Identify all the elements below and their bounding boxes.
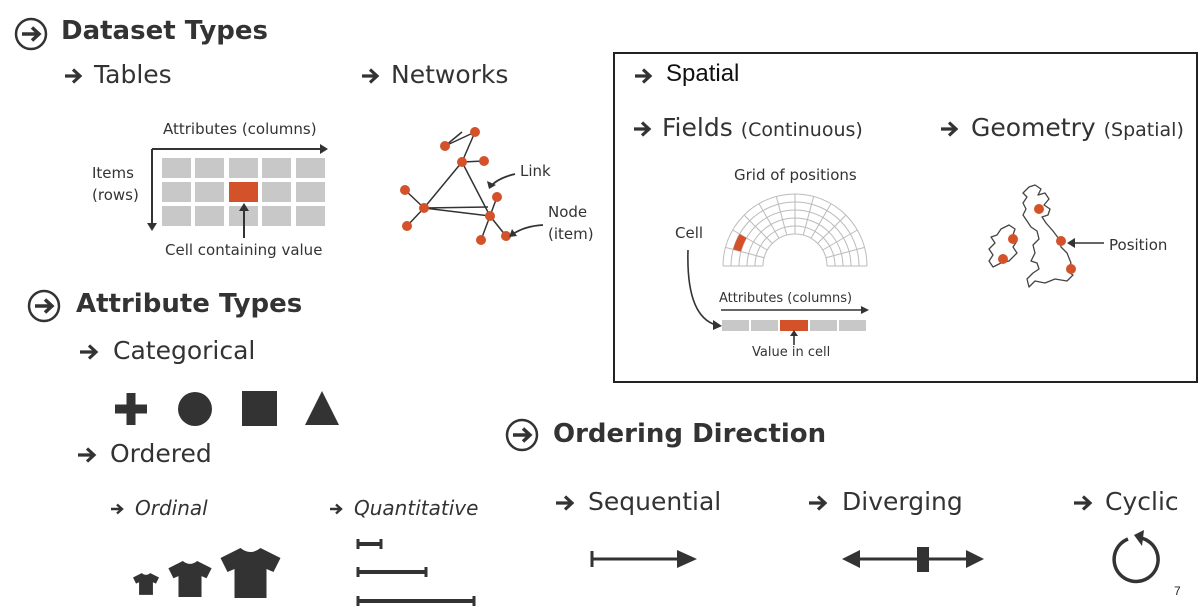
circle-arrow-icon <box>27 289 61 323</box>
network-diagram <box>400 127 544 245</box>
long-bar-icon <box>356 596 476 606</box>
circle-icon <box>178 392 212 426</box>
polar-spoke <box>802 196 815 236</box>
attribute-strip <box>721 306 869 345</box>
arrow-icon <box>330 503 343 515</box>
arrow-icon <box>1074 495 1093 511</box>
polar-spoke <box>758 203 780 239</box>
sequential-arrow-icon <box>590 550 697 568</box>
polar-spoke <box>732 229 768 251</box>
fields-paren: (Continuous) <box>740 119 863 141</box>
link-label: Link <box>520 162 551 180</box>
arrow-icon <box>635 68 653 84</box>
tshirt-large-icon <box>220 548 281 598</box>
items-label: Items <box>92 164 134 182</box>
tshirt-small-icon <box>133 573 159 595</box>
tables-heading: Tables <box>94 60 172 89</box>
field-attributes-label: Attributes (columns) <box>719 291 853 306</box>
arrow-icon <box>78 447 97 463</box>
arrow-icon <box>362 68 380 84</box>
rows-label: (rows) <box>92 186 139 204</box>
page-number: 7 <box>1174 584 1181 598</box>
polar-grid-diagram <box>722 193 868 267</box>
polar-spoke <box>725 246 765 259</box>
item-label: (item) <box>548 225 594 243</box>
fields-heading: Fields (Continuous) <box>662 113 863 142</box>
geometry-paren: (Spatial) <box>1103 119 1184 141</box>
uk-map-icon <box>988 184 1076 288</box>
cell-containing-value-label: Cell containing value <box>165 241 323 259</box>
circle-arrow-icon <box>14 17 48 51</box>
position-label: Position <box>1109 236 1168 254</box>
ordering-direction-heading: Ordering Direction <box>553 419 827 449</box>
polar-spoke <box>810 203 832 239</box>
cyclic-arrow-icon <box>1112 530 1160 584</box>
short-bar-icon <box>356 539 383 549</box>
circle-arrow-icon <box>505 418 539 452</box>
grid-of-positions-label: Grid of positions <box>734 166 857 184</box>
position-pointer-arrow <box>1067 238 1104 248</box>
ordinal-heading: Ordinal <box>135 496 208 520</box>
dataset-types-heading: Dataset Types <box>61 16 269 46</box>
attributes-columns-label: Attributes (columns) <box>163 120 317 138</box>
polar-spoke <box>775 196 788 236</box>
tshirt-medium-icon <box>168 561 212 597</box>
attribute-types-heading: Attribute Types <box>76 289 303 319</box>
arrow-icon <box>634 121 652 137</box>
arrow-icon <box>65 68 83 84</box>
highlighted-polar-cell <box>733 234 747 252</box>
spatial-heading: Spatial <box>666 60 740 87</box>
spatial-box <box>613 52 1198 383</box>
table-grid <box>162 158 325 226</box>
polar-spoke <box>817 214 847 244</box>
polar-ring <box>762 233 828 267</box>
networks-heading: Networks <box>391 60 509 89</box>
arrow-icon <box>111 503 124 515</box>
polar-spoke <box>822 229 858 251</box>
cell-pointer-arrow <box>687 249 722 330</box>
sequential-heading: Sequential <box>588 487 722 516</box>
ordered-heading: Ordered <box>110 439 212 468</box>
diverging-arrow-icon <box>842 547 984 572</box>
geometry-title: Geometry <box>971 113 1096 142</box>
plus-icon <box>115 393 147 425</box>
polar-spoke <box>743 214 773 244</box>
arrow-icon <box>556 495 575 511</box>
value-in-cell-label: Value in cell <box>752 345 831 360</box>
triangle-icon <box>305 391 339 425</box>
cyclic-heading: Cyclic <box>1105 487 1179 516</box>
polar-spoke <box>825 246 865 259</box>
node-label: Node <box>548 203 588 221</box>
table-diagram <box>147 144 328 238</box>
fields-title: Fields <box>662 113 733 142</box>
highlighted-cell <box>229 182 258 202</box>
arrow-icon <box>80 344 99 360</box>
arrow-icon <box>809 495 828 511</box>
categorical-heading: Categorical <box>113 336 256 365</box>
diverging-heading: Diverging <box>842 487 963 516</box>
arrow-icon <box>941 121 959 137</box>
geometry-heading: Geometry (Spatial) <box>971 113 1184 142</box>
square-icon <box>242 391 277 426</box>
field-cell-label: Cell <box>675 224 704 242</box>
quantitative-heading: Quantitative <box>354 496 479 520</box>
medium-bar-icon <box>356 567 428 577</box>
